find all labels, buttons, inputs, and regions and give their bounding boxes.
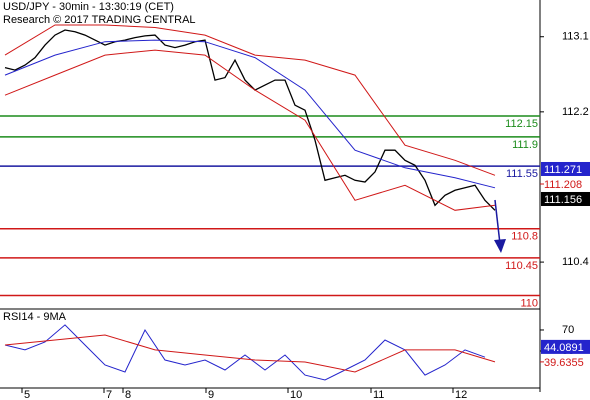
x-tick-label: 5 xyxy=(24,389,30,400)
price-marker-box xyxy=(541,339,590,354)
x-tick-label: 11 xyxy=(373,389,384,400)
x-tick-label: 12 xyxy=(455,389,467,400)
x-tick-label: 8 xyxy=(125,389,131,400)
level-label: 111.9 xyxy=(512,139,538,151)
price-marker-label: 39.6355 xyxy=(544,357,584,369)
series-line xyxy=(4,24,496,176)
series-line xyxy=(4,29,496,211)
y-tick-label: 70 xyxy=(562,324,574,336)
series-line xyxy=(4,39,496,189)
series-line xyxy=(4,49,496,211)
forecast-arrow xyxy=(494,199,506,253)
level-label: 110 xyxy=(520,297,538,309)
level-label: 111.55 xyxy=(506,168,538,180)
series-line xyxy=(4,334,496,373)
panel-title: RSI14 - 9MA xyxy=(3,311,67,323)
y-tick-label: 110.4 xyxy=(562,256,589,268)
arrow-shaft xyxy=(494,199,501,245)
price-marker-box xyxy=(541,161,590,176)
y-tick-label: 113.1 xyxy=(562,31,589,43)
y-tick-label: 112.2 xyxy=(562,106,589,118)
price-marker-box xyxy=(541,191,590,206)
arrow-head xyxy=(494,239,506,253)
price-marker-label: 111.156 xyxy=(544,194,582,206)
level-label: 110.8 xyxy=(511,231,538,243)
x-tick-label: 7 xyxy=(106,389,112,400)
price-marker-label: 44.0891 xyxy=(544,342,584,354)
level-label: 112.15 xyxy=(505,118,538,130)
price-marker-label: 111.271 xyxy=(544,164,582,176)
chart-title: USD/JPY - 30min - 13:30:19 (CET) xyxy=(3,1,174,13)
chart-subtitle: Research © 2017 TRADING CENTRAL xyxy=(3,14,196,26)
level-label: 110.45 xyxy=(505,260,538,272)
x-tick-label: 10 xyxy=(290,389,302,400)
price-marker-label: 111.208 xyxy=(544,179,582,191)
x-tick-label: 9 xyxy=(208,389,214,400)
